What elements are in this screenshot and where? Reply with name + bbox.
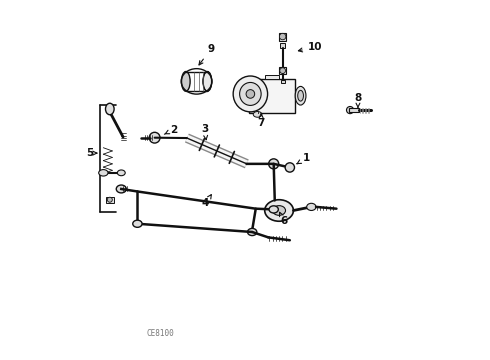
Ellipse shape [346, 107, 354, 114]
Text: CE8100: CE8100 [147, 329, 174, 338]
Text: 9: 9 [199, 44, 215, 65]
Ellipse shape [298, 90, 303, 101]
Ellipse shape [98, 170, 108, 176]
Ellipse shape [307, 203, 316, 211]
Ellipse shape [117, 170, 125, 176]
Ellipse shape [285, 163, 294, 172]
Bar [279, 33, 286, 41]
Ellipse shape [149, 132, 160, 143]
Bar [106, 197, 114, 203]
Text: 6: 6 [279, 212, 287, 226]
Bar [349, 108, 359, 112]
Text: 7: 7 [257, 114, 265, 128]
Ellipse shape [133, 220, 142, 227]
Text: 2: 2 [164, 125, 177, 135]
Text: 10: 10 [298, 42, 322, 52]
Ellipse shape [265, 200, 294, 221]
Ellipse shape [233, 76, 268, 112]
Ellipse shape [269, 159, 279, 169]
Ellipse shape [203, 72, 212, 91]
Ellipse shape [279, 33, 286, 40]
Ellipse shape [105, 103, 114, 115]
Ellipse shape [116, 185, 126, 193]
Ellipse shape [181, 72, 190, 91]
Bar [280, 43, 285, 48]
Ellipse shape [240, 82, 261, 105]
Bar [248, 79, 295, 113]
Text: 3: 3 [201, 124, 208, 140]
Bar [265, 75, 279, 79]
Text: 1: 1 [297, 153, 310, 164]
Ellipse shape [295, 86, 306, 105]
Ellipse shape [253, 112, 262, 117]
Bar [280, 80, 285, 83]
Text: 4: 4 [202, 195, 211, 208]
Ellipse shape [269, 206, 278, 213]
Bar [279, 67, 286, 74]
Ellipse shape [272, 206, 286, 215]
Ellipse shape [246, 90, 255, 98]
Ellipse shape [107, 197, 112, 202]
Text: 8: 8 [354, 93, 362, 108]
Ellipse shape [247, 228, 257, 235]
Text: 5: 5 [86, 148, 97, 158]
Ellipse shape [280, 68, 286, 73]
